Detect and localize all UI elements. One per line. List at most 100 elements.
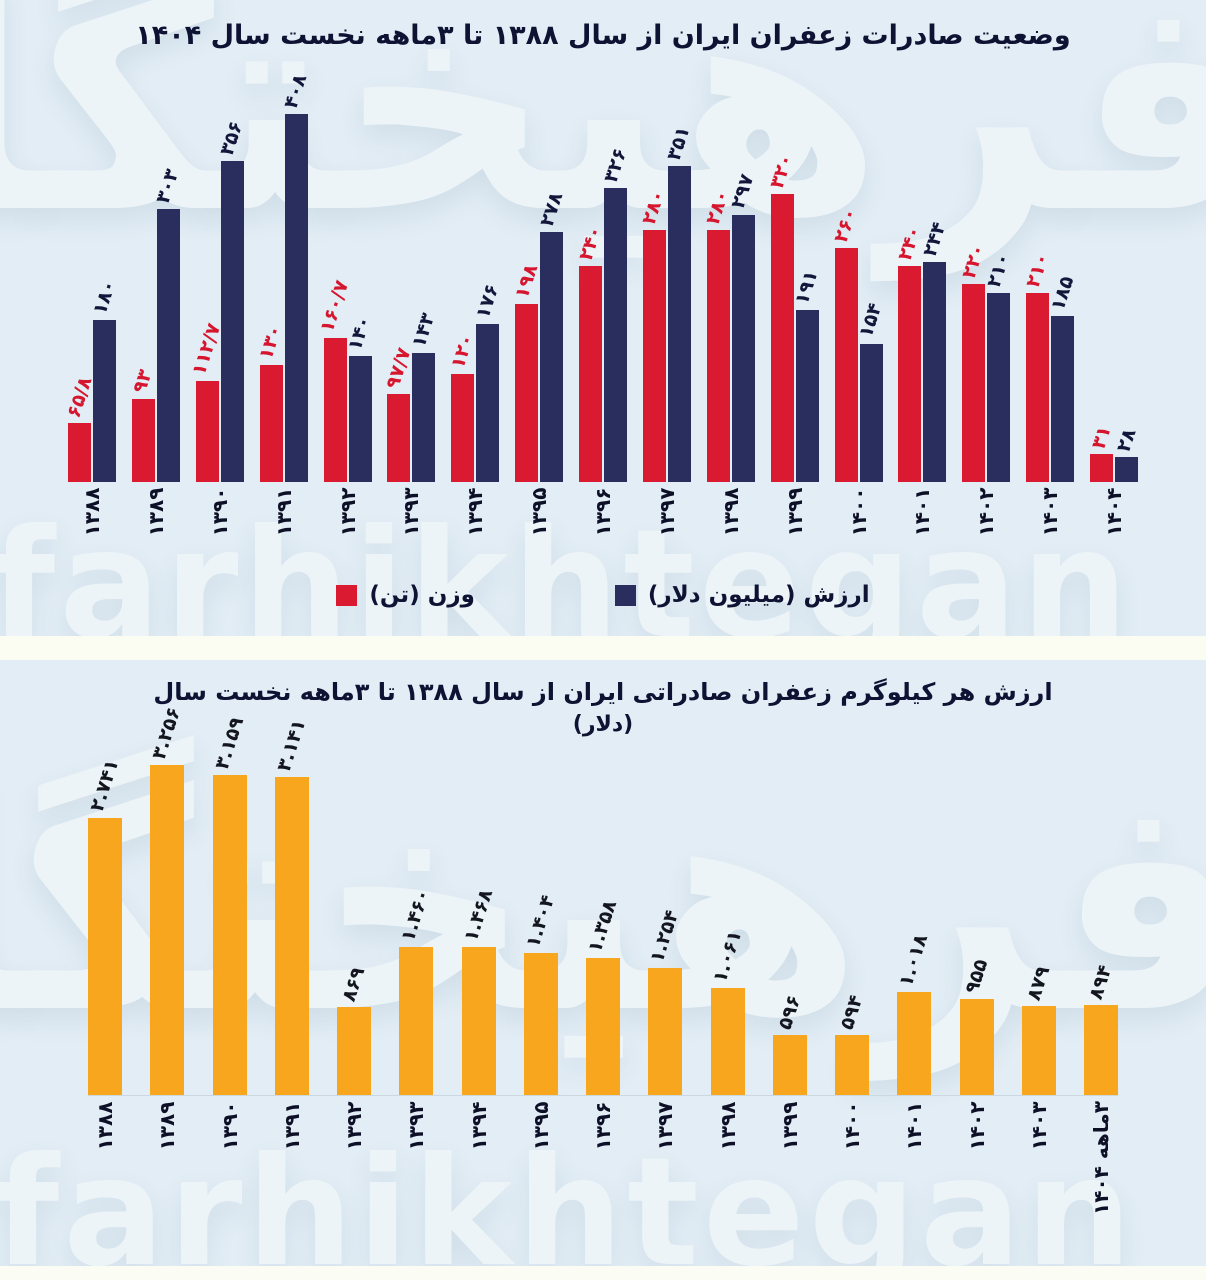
year-label: ۱۳۹۵ [530,1101,552,1150]
price-bar-slot: ۵۹۴ [835,765,869,1095]
value-value-label: ۳۵۱ [665,124,694,163]
year-group: ۶۵/۸۱۸۰ [68,114,116,482]
x-label-slot: ۱۴۰۲ [962,482,1010,570]
bar-pair: ۹۳ ۳۰۳ [132,114,180,482]
bar-pair: ۲۶۰۱۵۴ [835,114,883,482]
value-bar [860,344,883,483]
price-bar [1084,1005,1118,1096]
weight-value-label: ۹۳ [131,368,156,396]
year-group: ۱۱۲/۷۳۵۶ [196,114,244,482]
weight-bar-slot: ۱۱۲/۷ [196,114,219,482]
x-label-slot: ۱۴۰۳ [1026,482,1074,570]
value-value-label: ۳۵۶ [218,119,247,158]
weight-bar [643,230,666,483]
value-value-label: ۲۸ [1114,426,1139,454]
x-label-slot: ۳ماهه ۱۴۰۴ [1084,1096,1118,1256]
weight-value-label: ۹۷/۷ [383,346,414,392]
bottom-x-axis: ۱۳۸۸۱۳۸۹۱۳۹۰۱۳۹۱۱۳۹۲۱۳۹۳۱۳۹۴۱۳۹۵۱۳۹۶۱۳۹۷… [88,1096,1118,1256]
weight-bar-slot: ۲۱۰ [1026,114,1049,482]
value-bar [93,320,116,482]
value-value-label: ۱۴۰ [346,314,375,353]
price-value-label: ۱.۴۰۴ [523,893,558,950]
weight-bar-slot: ۲۸۰ [643,114,666,482]
value-bar-slot: ۲۸ [1115,114,1138,482]
weight-value-label: ۲۴۰ [895,224,924,263]
x-label-slot: ۱۴۰۳ [1022,1096,1056,1256]
price-bar-slot: ۳.۲۵۶ [150,765,184,1095]
weight-swatch-icon [336,585,357,606]
x-label-slot: ۱۳۹۸ [707,482,755,570]
export-status-chart-panel: فرهیختگان farhikhtegan وضعیت صادرات زعفر… [0,0,1206,636]
weight-value-label: ۲۲۰ [959,242,988,281]
price-bar-slot: ۱.۲۵۴ [648,765,682,1095]
weight-bar [260,365,283,482]
value-bar-slot: ۱۹۱ [796,114,819,482]
x-label-slot: ۱۴۰۱ [898,482,946,570]
value-value-label: ۲۷۸ [537,190,566,229]
weight-bar-slot: ۲۴۰ [579,114,602,482]
year-group: ۲۴۰۳۲۶ [579,114,627,482]
year-group: ۱۹۸۲۷۸ [515,114,563,482]
value-value-label: ۲۹۷ [729,173,758,212]
weight-value-label: ۳۱ [1089,424,1114,452]
value-value-label: ۱۸۵ [1048,274,1077,313]
x-label-slot: ۱۳۹۹ [771,482,819,570]
value-swatch-icon [615,585,636,606]
value-bar-slot: ۳۵۶ [221,114,244,482]
value-bar-slot: ۳۰۳ [157,114,180,482]
price-bar-slot: ۸۷۹ [1022,765,1056,1095]
year-label: ۱۳۹۶ [592,1101,614,1150]
year-label: ۱۳۸۸ [94,1101,116,1150]
price-value-label: ۱.۰۱۸ [897,932,932,989]
weight-bar-slot: ۹۷/۷ [387,114,410,482]
year-group: ۲۲۰۲۱۰ [962,114,1010,482]
price-bar-slot: ۸۶۹ [337,765,371,1095]
price-bar [960,999,994,1096]
bar-pair: ۲۴۰۳۲۶ [579,114,627,482]
price-bar [337,1007,371,1095]
value-bar-slot: ۲۱۰ [987,114,1010,482]
year-label: ۱۳۹۷ [656,488,678,537]
year-label: ۱۳۸۸ [81,488,103,537]
weight-value-label: ۲۴۰ [576,224,605,263]
value-value-label: ۳۰۳ [154,167,183,206]
price-bar [586,958,620,1096]
value-bar-slot: ۱۸۵ [1051,114,1074,482]
weight-bar [68,423,91,482]
price-bar-slot: ۵۹۶ [773,765,807,1095]
panel-divider [0,636,1206,660]
value-bar [285,114,308,482]
year-group: ۱۳۰۴۰۸ [260,114,308,482]
price-bar [648,968,682,1095]
weight-bar [387,394,410,482]
year-group: ۳۲۰۱۹۱ [771,114,819,482]
x-label-slot: ۱۴۰۰ [835,1096,869,1256]
weight-bar-slot: ۹۳ [132,114,155,482]
value-bar-slot: ۳۵۱ [668,114,691,482]
x-label-slot: ۱۳۸۹ [132,482,180,570]
weight-bar [771,194,794,483]
bar-pair: ۱۲۰۱۷۶ [451,114,499,482]
bar-pair: ۱۳۰۴۰۸ [260,114,308,482]
bottom-margin-strip [0,1266,1206,1280]
weight-bar [898,266,921,483]
x-label-slot: ۱۳۸۸ [68,482,116,570]
year-label: ۱۴۰۳ [1039,488,1061,537]
weight-bar [132,399,155,483]
price-value-label: ۱.۲۵۴ [648,908,683,965]
legend-label-weight: وزن (تن) [369,582,475,608]
weight-bar [707,230,730,483]
x-label-slot: ۱۳۹۱ [275,1096,309,1256]
price-value-label: ۱.۴۶۰ [399,887,434,944]
price-bar [524,953,558,1095]
top-x-axis: ۱۳۸۸۱۳۸۹۱۳۹۰۱۳۹۱۱۳۹۲۱۳۹۳۱۳۹۴۱۳۹۵۱۳۹۶۱۳۹۷… [68,482,1138,570]
weight-bar [579,266,602,483]
value-value-label: ۱۷۶ [473,282,502,321]
year-label: ۱۴۰۱ [903,1101,925,1150]
weight-bar [1026,293,1049,482]
value-bar [1115,457,1138,482]
price-bar-slot: ۱.۴۶۸ [462,765,496,1095]
year-label: ۱۳۹۶ [592,488,614,537]
year-group: ۲۸۰۳۵۱ [643,114,691,482]
weight-bar-slot: ۱۳۰ [260,114,283,482]
